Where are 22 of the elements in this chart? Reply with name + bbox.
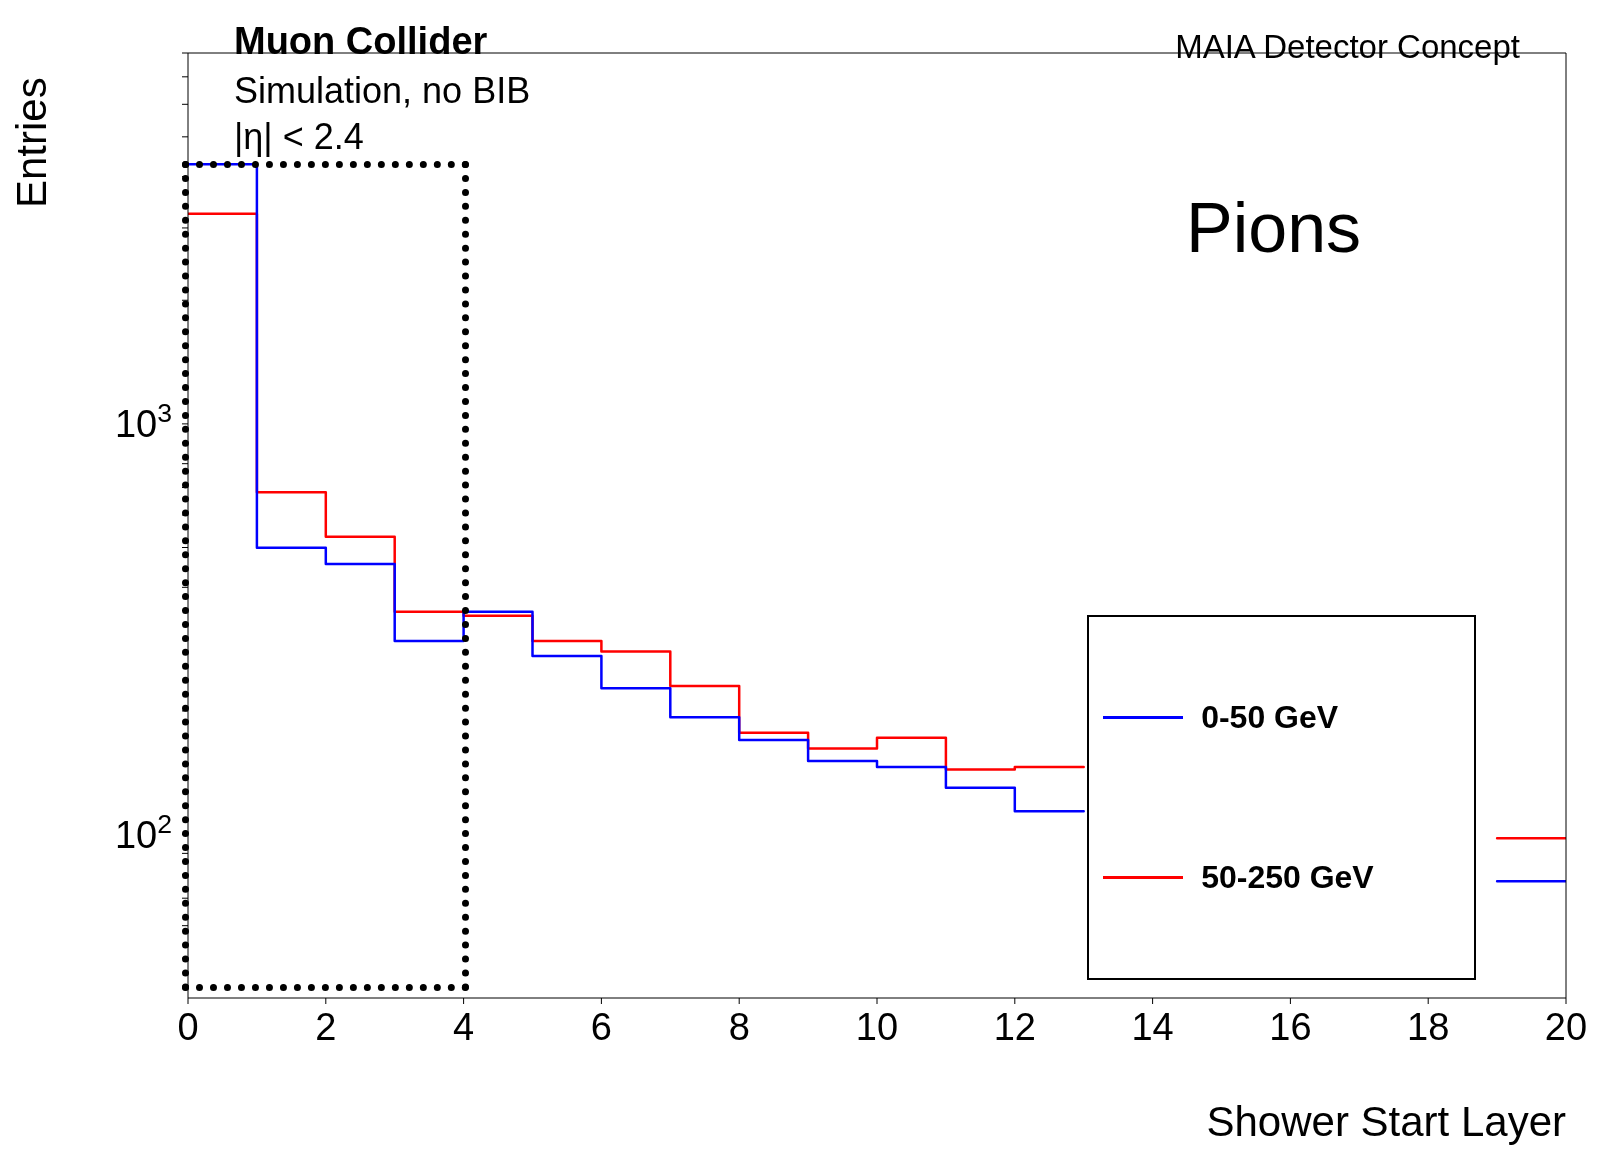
text: Simulation, no BIB	[234, 70, 531, 112]
x-tick-label: 4	[453, 1006, 475, 1048]
x-tick-label: 10	[855, 1006, 899, 1048]
x-tick-label: 6	[590, 1006, 612, 1048]
annotation: MAIA Detector Concept	[1175, 28, 1520, 66]
x-axis-title: Shower Start Layer	[1206, 1098, 1566, 1146]
x-tick-label: 14	[1131, 1006, 1174, 1048]
y-tick-label: 10$^{3}$	[114, 397, 172, 445]
x-tick-label: 18	[1407, 1006, 1450, 1048]
x-tick-label: 12	[993, 1006, 1036, 1048]
x-tick-label: 8	[728, 1006, 750, 1048]
x-tick-label: 16	[1269, 1006, 1312, 1048]
x-tick-label: 20	[1544, 1006, 1588, 1048]
y-tick-label: 10$^{2}$	[114, 808, 172, 856]
x-tick-label: 0	[177, 1006, 199, 1048]
legend-label: 0-50 GeV	[1201, 698, 1339, 736]
annotation: |η| < 2.4	[234, 116, 364, 158]
y-axis-title: Entries	[8, 77, 56, 208]
chart-title: Muon Collider	[234, 20, 488, 63]
legend-label: 50-250 GeV	[1201, 859, 1374, 897]
x-tick-label: 2	[315, 1006, 337, 1048]
annotation: Pions	[1186, 188, 1362, 268]
